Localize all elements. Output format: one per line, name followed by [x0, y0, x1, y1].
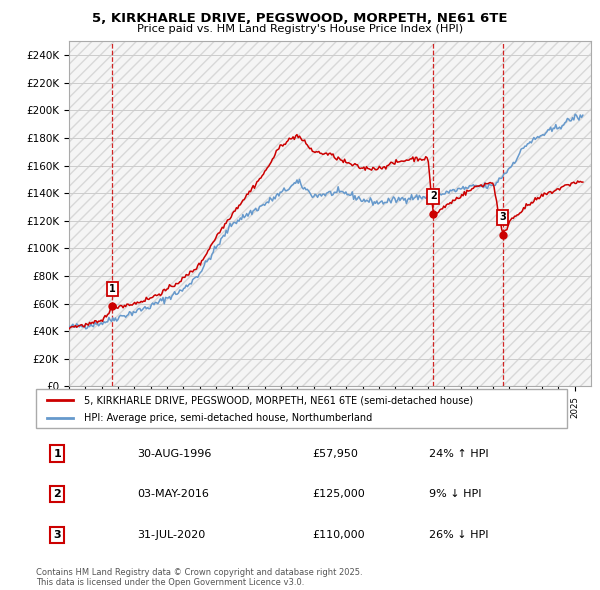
- Text: 03-MAY-2016: 03-MAY-2016: [137, 489, 209, 499]
- Text: HPI: Average price, semi-detached house, Northumberland: HPI: Average price, semi-detached house,…: [84, 413, 372, 423]
- Text: 5, KIRKHARLE DRIVE, PEGSWOOD, MORPETH, NE61 6TE (semi-detached house): 5, KIRKHARLE DRIVE, PEGSWOOD, MORPETH, N…: [84, 395, 473, 405]
- FancyBboxPatch shape: [36, 389, 567, 428]
- Text: £110,000: £110,000: [312, 530, 365, 540]
- Text: 31-JUL-2020: 31-JUL-2020: [137, 530, 205, 540]
- Text: 1: 1: [109, 284, 116, 294]
- Text: Contains HM Land Registry data © Crown copyright and database right 2025.
This d: Contains HM Land Registry data © Crown c…: [36, 568, 362, 587]
- Text: Price paid vs. HM Land Registry's House Price Index (HPI): Price paid vs. HM Land Registry's House …: [137, 24, 463, 34]
- Text: 1: 1: [53, 448, 61, 458]
- Text: 9% ↓ HPI: 9% ↓ HPI: [429, 489, 481, 499]
- Text: 24% ↑ HPI: 24% ↑ HPI: [429, 448, 488, 458]
- Text: 2: 2: [53, 489, 61, 499]
- Text: 2: 2: [430, 191, 437, 201]
- Text: 30-AUG-1996: 30-AUG-1996: [137, 448, 211, 458]
- Text: 3: 3: [53, 530, 61, 540]
- Text: £125,000: £125,000: [312, 489, 365, 499]
- Text: 5, KIRKHARLE DRIVE, PEGSWOOD, MORPETH, NE61 6TE: 5, KIRKHARLE DRIVE, PEGSWOOD, MORPETH, N…: [92, 12, 508, 25]
- Text: 3: 3: [499, 212, 506, 222]
- Text: 26% ↓ HPI: 26% ↓ HPI: [429, 530, 488, 540]
- Text: £57,950: £57,950: [312, 448, 358, 458]
